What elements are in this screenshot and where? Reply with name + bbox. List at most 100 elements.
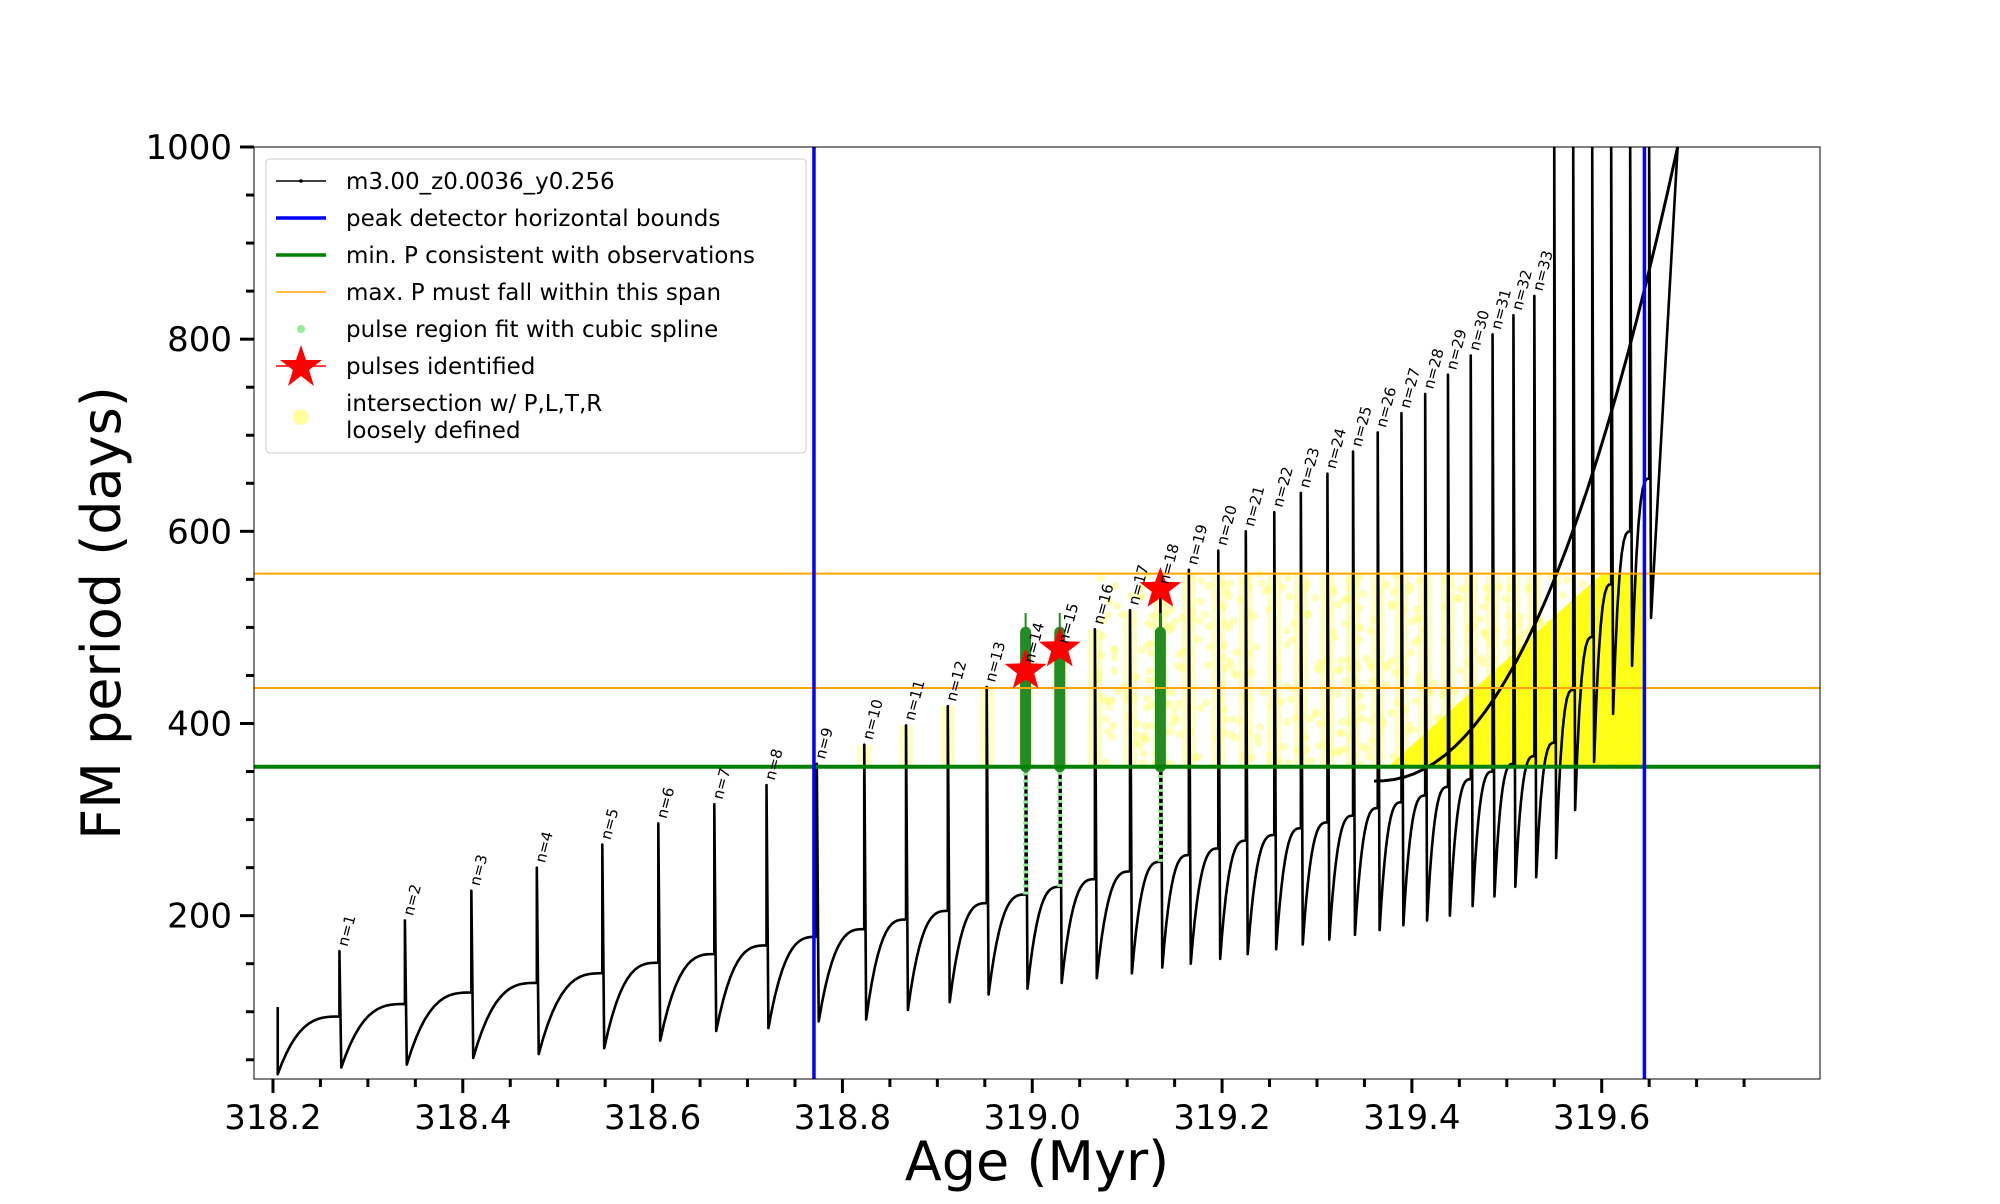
intersection-point [1336,656,1345,665]
legend-label-intersection-line2: loosely defined [346,418,521,444]
intersection-point [1300,584,1309,593]
pulse-identified-star [1139,567,1182,607]
legend-entry-min-period: min. P consistent with observations [276,243,755,269]
legend-marker-model-track [299,179,303,183]
intersection-point [1359,714,1368,723]
intersection-point [1479,602,1488,611]
intersection-point [1358,703,1367,712]
intersection-point [1175,730,1184,739]
legend-star-marker [280,345,322,386]
intersection-point [1174,699,1183,708]
intersection-point [1143,694,1152,703]
intersection-point [1247,753,1256,762]
intersection-point [1111,581,1120,590]
intersection-point [1430,679,1439,688]
intersection-point [1408,617,1417,626]
intersection-point [1516,612,1525,621]
intersection-point [1504,611,1513,620]
intersection-point [1482,583,1491,592]
intersection-point [1218,653,1227,662]
intersection-point [1229,617,1238,626]
intersection-point [1416,614,1425,623]
intersection-point [1223,587,1232,596]
intersection-point [1204,622,1213,631]
x-tick-label: 318.4 [414,1098,511,1138]
intersection-point [1283,640,1292,649]
intersection-point [1173,661,1182,670]
intersection-point [1264,584,1273,593]
intersection-point [1168,688,1177,697]
x-tick-label: 319.2 [1173,1098,1270,1138]
intersection-point [1427,688,1436,697]
intersection-point [1314,741,1323,750]
intersection-point [1226,657,1235,666]
intersection-point [1282,717,1291,726]
intersection-point [1382,663,1391,672]
intersection-point [1220,705,1229,714]
intersection-point [1146,701,1155,710]
intersection-point [1353,663,1362,672]
x-axis-label: Age (Myr) [905,1130,1170,1193]
intersection-point [1343,655,1352,664]
intersection-point [1253,732,1262,741]
intersection-point [1102,715,1111,724]
legend-entry-model-track: m3.00_z0.0036_y0.256 [276,169,615,195]
legend-label-peak-bounds: peak detector horizontal bounds [346,206,720,232]
x-tick-label: 318.6 [604,1098,701,1138]
intersection-point [1220,602,1229,611]
intersection-point [1148,612,1157,621]
intersection-point [1094,675,1103,684]
intersection-point [1389,587,1398,596]
intersection-point [1170,617,1179,626]
intersection-point [1536,619,1545,628]
intersection-point [1179,647,1188,656]
intersection-point [1139,758,1148,767]
intersection-point [1311,710,1320,719]
intersection-point [1483,594,1492,603]
intersection-point [1366,717,1375,726]
intersection-point [1171,705,1180,714]
legend-label-max-period-span: max. P must fall within this span [346,280,721,306]
legend-marker-spline-fit [297,325,305,333]
intersection-point [1340,595,1349,604]
y-tick-label: 200 [167,897,232,937]
intersection-point [1166,625,1175,634]
legend-marker-intersection [293,409,309,425]
intersection-point [1291,714,1300,723]
plot-frame [253,146,1821,1080]
intersection-point [1097,651,1106,660]
intersection-point [1415,576,1424,585]
intersection-point [1220,664,1229,673]
intersection-point [1368,676,1377,685]
intersection-point [1328,627,1337,636]
intersection-point [1196,704,1205,713]
intersection-point [1387,708,1396,717]
pulse-identified-star [1038,626,1081,667]
intersection-point [1257,579,1266,588]
intersection-point [1254,738,1263,747]
legend-entry-peak-bounds: peak detector horizontal bounds [276,206,720,232]
intersection-point [1105,597,1114,606]
intersection-point [1167,605,1176,614]
intersection-point [1145,667,1154,676]
intersection-point [1476,615,1485,624]
intersection-point [1335,746,1344,755]
intersection-point [1259,688,1268,697]
intersection-point [1225,579,1234,588]
y-axis-label: FM period (days) [70,386,133,840]
intersection-point [1329,584,1338,593]
intersection-point [1407,648,1416,657]
intersection-point [1230,733,1239,742]
intersection-point [1113,601,1122,610]
intersection-point [1334,600,1343,609]
intersection-point [1197,576,1206,585]
intersection-point [1132,672,1141,681]
intersection-point [1249,611,1258,620]
intersection-point [1286,695,1295,704]
intersection-point [1315,719,1324,728]
intersection-point [1195,617,1204,626]
intersection-point [1409,725,1418,734]
intersection-point [1370,616,1379,625]
intersection-point [1166,727,1175,736]
intersection-point [1379,719,1388,728]
